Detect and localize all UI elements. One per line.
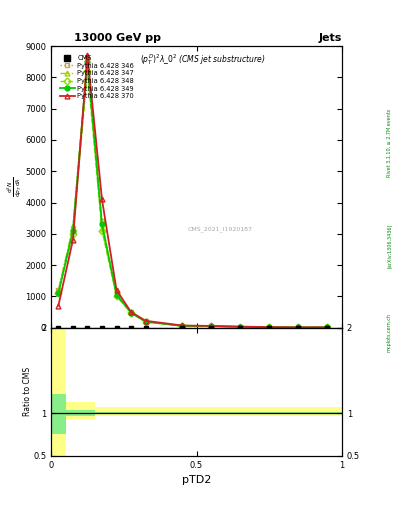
Pythia 6.428 349 bbox=[71, 228, 75, 234]
Pythia 6.428 370 bbox=[114, 287, 119, 293]
X-axis label: pTD2: pTD2 bbox=[182, 475, 211, 485]
Pythia 6.428 349 bbox=[56, 290, 61, 296]
Text: [arXiv:1306.3436]: [arXiv:1306.3436] bbox=[387, 224, 392, 268]
Text: Rivet 3.1.10, ≥ 2.7M events: Rivet 3.1.10, ≥ 2.7M events bbox=[387, 109, 392, 178]
Line: Pythia 6.428 346: Pythia 6.428 346 bbox=[56, 56, 330, 330]
Pythia 6.428 348 bbox=[114, 293, 119, 300]
Pythia 6.428 370 bbox=[296, 324, 301, 330]
Pythia 6.428 346 bbox=[100, 218, 105, 224]
Line: Pythia 6.428 348: Pythia 6.428 348 bbox=[56, 69, 330, 330]
Pythia 6.428 349 bbox=[100, 221, 105, 227]
Text: $(p_T^D)^2\lambda\_0^2$ (CMS jet substructure): $(p_T^D)^2\lambda\_0^2$ (CMS jet substru… bbox=[140, 52, 265, 67]
Pythia 6.428 346 bbox=[56, 287, 61, 293]
Pythia 6.428 347 bbox=[71, 224, 75, 230]
Pythia 6.428 348 bbox=[143, 319, 148, 325]
Pythia 6.428 349 bbox=[129, 310, 134, 316]
Pythia 6.428 370 bbox=[180, 323, 184, 329]
Pythia 6.428 346 bbox=[71, 224, 75, 230]
Pythia 6.428 348 bbox=[180, 323, 184, 329]
Pythia 6.428 370 bbox=[238, 324, 242, 330]
Pythia 6.428 348 bbox=[100, 228, 105, 234]
Pythia 6.428 346 bbox=[325, 324, 330, 330]
Pythia 6.428 346 bbox=[143, 318, 148, 325]
Pythia 6.428 348 bbox=[267, 324, 272, 330]
Text: Jets: Jets bbox=[319, 33, 342, 44]
Pythia 6.428 347 bbox=[85, 55, 90, 61]
Pythia 6.428 346 bbox=[267, 324, 272, 330]
Pythia 6.428 347 bbox=[267, 324, 272, 330]
Pythia 6.428 347 bbox=[100, 224, 105, 230]
Pythia 6.428 347 bbox=[296, 324, 301, 330]
Text: 13000 GeV pp: 13000 GeV pp bbox=[74, 33, 162, 44]
Pythia 6.428 348 bbox=[129, 310, 134, 316]
Pythia 6.428 347 bbox=[325, 324, 330, 330]
Pythia 6.428 349 bbox=[114, 292, 119, 298]
Pythia 6.428 347 bbox=[129, 309, 134, 315]
Line: Pythia 6.428 347: Pythia 6.428 347 bbox=[56, 56, 330, 330]
Y-axis label: $\frac{\mathrm{d}^2N}{\mathrm{d}p_T\,\mathrm{d}\lambda}$: $\frac{\mathrm{d}^2N}{\mathrm{d}p_T\,\ma… bbox=[6, 177, 24, 197]
Pythia 6.428 349 bbox=[267, 324, 272, 330]
Pythia 6.428 349 bbox=[85, 59, 90, 65]
Legend: CMS, Pythia 6.428 346, Pythia 6.428 347, Pythia 6.428 348, Pythia 6.428 349, Pyt: CMS, Pythia 6.428 346, Pythia 6.428 347,… bbox=[57, 52, 137, 102]
Pythia 6.428 346 bbox=[209, 323, 213, 329]
Pythia 6.428 346 bbox=[238, 324, 242, 330]
Y-axis label: Ratio to CMS: Ratio to CMS bbox=[23, 367, 32, 416]
Pythia 6.428 348 bbox=[56, 290, 61, 296]
Pythia 6.428 370 bbox=[143, 318, 148, 324]
Pythia 6.428 347 bbox=[56, 287, 61, 293]
Pythia 6.428 348 bbox=[85, 68, 90, 74]
Pythia 6.428 349 bbox=[180, 323, 184, 329]
Pythia 6.428 347 bbox=[238, 324, 242, 330]
Pythia 6.428 348 bbox=[71, 231, 75, 237]
Pythia 6.428 346 bbox=[129, 309, 134, 315]
Pythia 6.428 370 bbox=[56, 303, 61, 309]
Pythia 6.428 348 bbox=[238, 324, 242, 330]
Pythia 6.428 370 bbox=[267, 324, 272, 330]
Pythia 6.428 346 bbox=[180, 323, 184, 329]
Pythia 6.428 349 bbox=[143, 318, 148, 325]
Text: mcplots.cern.ch: mcplots.cern.ch bbox=[387, 313, 392, 352]
Text: CMS_2021_I1920187: CMS_2021_I1920187 bbox=[187, 226, 252, 232]
Pythia 6.428 349 bbox=[209, 323, 213, 329]
Pythia 6.428 370 bbox=[325, 324, 330, 330]
Pythia 6.428 370 bbox=[129, 309, 134, 315]
Pythia 6.428 346 bbox=[114, 290, 119, 296]
Pythia 6.428 370 bbox=[85, 52, 90, 58]
Pythia 6.428 347 bbox=[143, 318, 148, 325]
Line: Pythia 6.428 370: Pythia 6.428 370 bbox=[56, 53, 330, 330]
Pythia 6.428 346 bbox=[296, 324, 301, 330]
Pythia 6.428 349 bbox=[238, 324, 242, 330]
Pythia 6.428 370 bbox=[209, 323, 213, 329]
Pythia 6.428 348 bbox=[325, 324, 330, 330]
Pythia 6.428 348 bbox=[209, 323, 213, 329]
Pythia 6.428 347 bbox=[180, 323, 184, 329]
Pythia 6.428 347 bbox=[209, 323, 213, 329]
Pythia 6.428 349 bbox=[325, 324, 330, 330]
Pythia 6.428 370 bbox=[100, 196, 105, 202]
Pythia 6.428 349 bbox=[296, 324, 301, 330]
Pythia 6.428 348 bbox=[296, 324, 301, 330]
Pythia 6.428 346 bbox=[85, 55, 90, 61]
Pythia 6.428 347 bbox=[114, 292, 119, 298]
Line: Pythia 6.428 349: Pythia 6.428 349 bbox=[56, 59, 330, 330]
Pythia 6.428 370 bbox=[71, 237, 75, 243]
